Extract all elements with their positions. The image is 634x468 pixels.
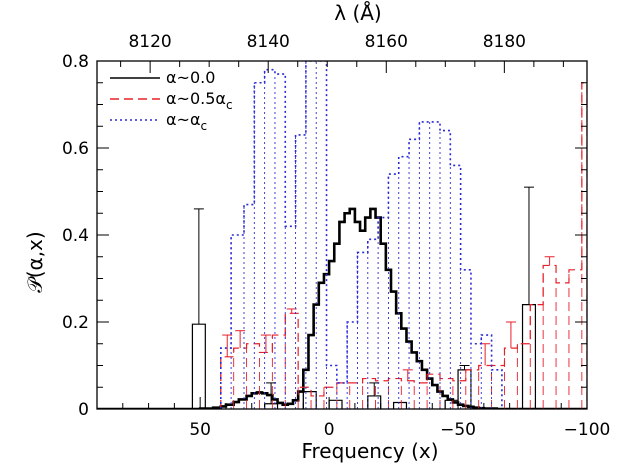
x-tick-label: −50 bbox=[440, 420, 476, 440]
x2-tick-label: 8140 bbox=[247, 32, 290, 52]
x2-tick-label: 8160 bbox=[365, 32, 408, 52]
y-axis-label: 𝒫(α,x) bbox=[23, 231, 47, 292]
series-1 bbox=[191, 186, 537, 409]
x-axis-label: Frequency (x) bbox=[301, 439, 438, 463]
y-tick-label: 0.2 bbox=[62, 313, 89, 333]
legend-entry-label: α~αc bbox=[166, 110, 207, 133]
series-line-3 bbox=[219, 61, 503, 409]
legend-entry-label: α~0.0 bbox=[166, 68, 215, 87]
legend-subscript: c bbox=[201, 119, 208, 133]
y-tick-label: 0.8 bbox=[62, 52, 89, 72]
x-tick-label: −100 bbox=[564, 420, 611, 440]
x-tick-label: 0 bbox=[324, 420, 335, 440]
series-0 bbox=[97, 207, 587, 409]
x2-tick-label: 8120 bbox=[128, 32, 171, 52]
y-tick-label: 0 bbox=[78, 400, 89, 420]
x2-tick-label: 8180 bbox=[483, 32, 526, 52]
series-line-2 bbox=[220, 82, 587, 409]
series-2 bbox=[220, 82, 587, 409]
series-line-0 bbox=[97, 207, 587, 409]
plot-content bbox=[97, 61, 587, 409]
y-tick-label: 0.4 bbox=[62, 226, 89, 246]
x2-axis-label: λ (Å) bbox=[334, 1, 381, 25]
legend-entry-label: α~0.5αc bbox=[166, 89, 233, 112]
series-3 bbox=[219, 61, 503, 409]
legend-subscript: c bbox=[226, 98, 233, 112]
axis-ticks: 50 0 −50 −100 0 0.2 0.4 0.6 0.8 8120 8140 8160 8180 bbox=[62, 32, 610, 440]
x-tick-label: 50 bbox=[189, 420, 211, 440]
y-tick-label: 0.6 bbox=[62, 139, 89, 159]
